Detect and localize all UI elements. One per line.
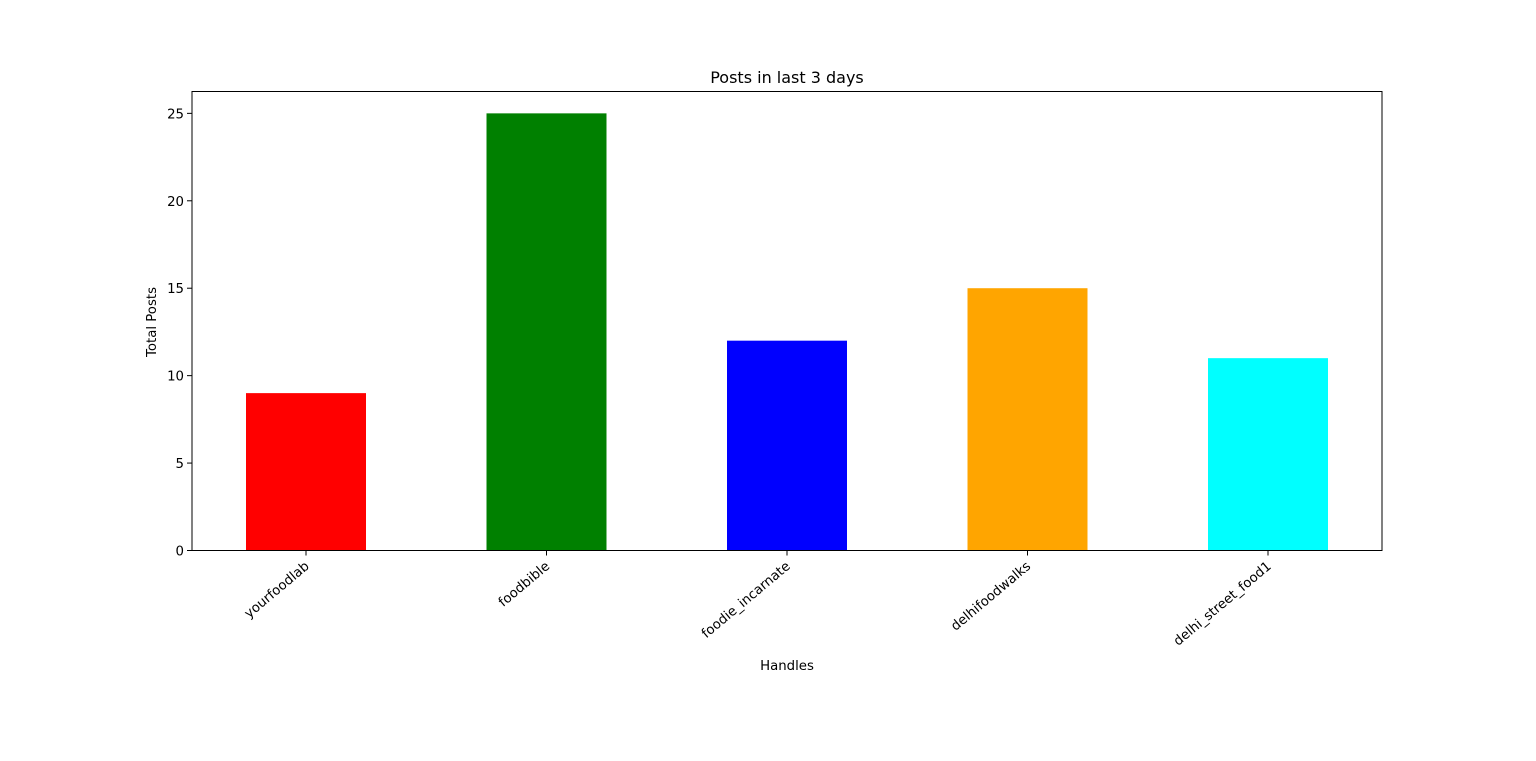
x-tick-label: yourfoodlab <box>242 559 313 622</box>
y-axis-title: Total Posts <box>145 287 160 358</box>
bar-foodie-incarnate <box>727 340 847 551</box>
x-tick-label: foodbible <box>496 559 553 610</box>
x-tick-label: delhifoodwalks <box>948 559 1034 634</box>
x-tick-label: delhi_street_food1 <box>1171 559 1274 649</box>
bar-delhi-street-food1 <box>1208 358 1328 551</box>
bars-group <box>246 113 1328 551</box>
chart-title: Posts in last 3 days <box>710 68 864 87</box>
x-axis-ticks: yourfoodlab foodbible foodie_incarnate delh… <box>242 550 1275 649</box>
bar-yourfoodlab <box>246 393 366 551</box>
bar-delhifoodwalks <box>967 288 1088 551</box>
y-tick-label: 10 <box>167 370 184 385</box>
x-axis-title: Handles <box>760 659 814 674</box>
plot-frame <box>191 91 1383 551</box>
y-tick-label: 15 <box>167 282 184 297</box>
y-axis-ticks: 0 5 10 15 20 25 <box>167 107 192 560</box>
y-tick-label: 5 <box>176 457 184 472</box>
y-tick-label: 25 <box>167 107 184 122</box>
y-tick-label: 20 <box>167 195 184 210</box>
x-tick-label: foodie_incarnate <box>699 559 793 642</box>
y-tick-label: 0 <box>176 545 184 560</box>
bar-foodbible <box>486 113 607 551</box>
